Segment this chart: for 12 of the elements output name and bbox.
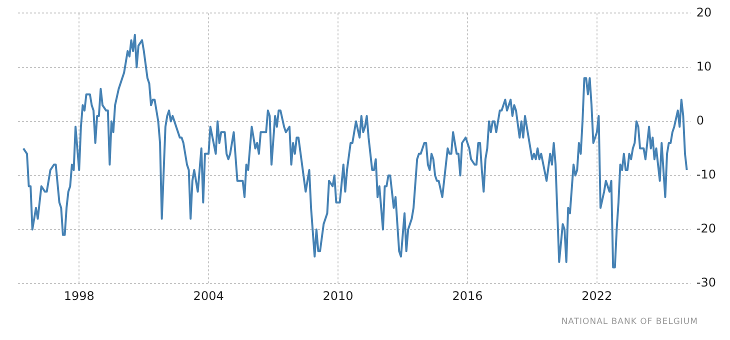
- y-tick-label: -30: [696, 276, 716, 290]
- x-tick-label: 2016: [452, 288, 483, 303]
- y-tick-label: -10: [696, 168, 716, 182]
- text: NATIONAL BANK OF BELGIUM: [561, 317, 698, 327]
- y-tick-label: -20: [696, 222, 716, 236]
- x-tick-label: 2004: [193, 288, 224, 303]
- y-tick-label: 0: [696, 113, 704, 128]
- x-tick-label: 2022: [582, 288, 612, 303]
- y-tick-label: 20: [696, 5, 712, 20]
- x-tick-label: 2010: [322, 288, 354, 303]
- y-tick-label: 10: [696, 59, 712, 74]
- x-tick-label: 1998: [64, 288, 94, 303]
